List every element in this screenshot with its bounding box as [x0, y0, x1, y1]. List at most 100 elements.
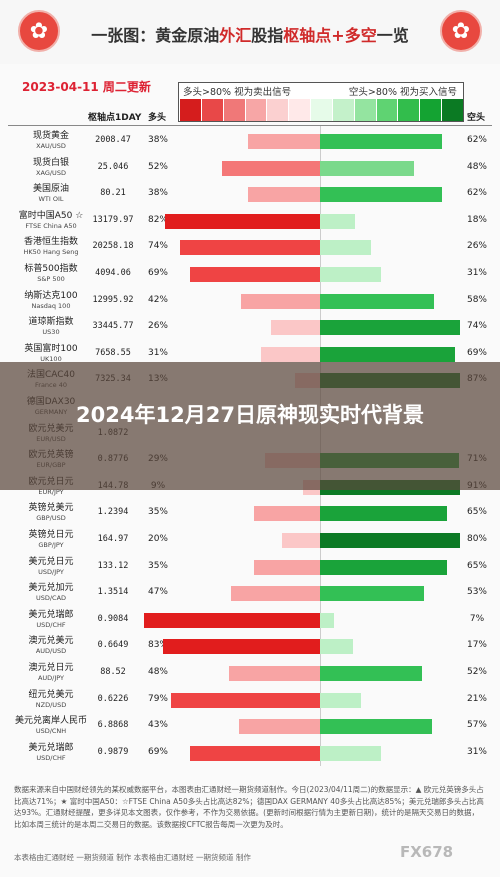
table-row: 道琼斯指数 US30 33445.77 26% 74%: [0, 316, 500, 342]
long-bar: [320, 745, 381, 761]
column-header-value: 枢轴点1DAY: [88, 113, 142, 123]
table-row: 英镑兑日元 GBP/JPY 164.97 20% 80%: [0, 529, 500, 555]
instrument-name: 美国原油 WTI OIL: [14, 184, 88, 204]
scale-swatch: [375, 99, 398, 121]
short-bar: [180, 240, 320, 256]
pivot-value: 0.9084: [97, 613, 129, 624]
long-percent: 65%: [466, 507, 487, 518]
short-percent: 83%: [147, 640, 168, 651]
watermark: FX678: [400, 843, 454, 861]
short-bar: [231, 586, 320, 602]
table-row: 英国富时100 UK100 7658.55 31% 69%: [0, 343, 500, 369]
long-bar: [320, 213, 356, 229]
short-bar: [221, 160, 320, 176]
long-bar: [320, 559, 448, 575]
long-percent: 48%: [466, 161, 487, 172]
flower-logo-icon: ✿: [440, 10, 482, 52]
pivot-value: 6.8868: [97, 720, 129, 731]
instrument-code: HK50 Hang Seng: [23, 248, 79, 257]
signal-legend: 多头>80% 视为卖出信号 空头>80% 视为买入信号: [178, 82, 464, 122]
short-percent: 43%: [147, 720, 168, 731]
instrument-cn: 美元兑瑞郎: [28, 609, 74, 620]
column-header-short: 多头: [148, 113, 167, 123]
instrument-name: 美元兑日元 USD/JPY: [14, 557, 88, 577]
long-bar: [320, 639, 354, 655]
table-row: 香港恒生指数 HK50 Hang Seng 20258.18 74% 26%: [0, 236, 500, 262]
instrument-code: XAU/USD: [36, 142, 66, 150]
long-bar: [320, 612, 334, 628]
pivot-value: 33445.77: [92, 321, 134, 332]
short-percent: 31%: [147, 347, 168, 358]
short-percent: 38%: [147, 135, 168, 145]
flower-logo-icon: ✿: [18, 10, 60, 52]
column-header-long: 空头: [467, 113, 486, 123]
pivot-value: 4094.06: [95, 268, 131, 278]
instrument-cn: 现货白银: [32, 157, 69, 168]
legend-short-label: 多头>80% 视为卖出信号: [183, 87, 292, 98]
scale-swatch: [419, 99, 442, 121]
pivot-value: 2008.47: [95, 135, 131, 145]
short-percent: 69%: [147, 268, 168, 278]
page-title: 一张图：黄金原油外汇股指枢轴点+多空一览: [91, 26, 409, 45]
instrument-cn: 现货黄金: [32, 131, 69, 141]
long-percent: 52%: [466, 667, 487, 677]
table-row: 现货黄金 XAU/USD 2008.47 38% 62%: [0, 130, 500, 156]
instrument-code: USD/CHF: [36, 753, 66, 762]
pivot-value: 1.3514: [97, 587, 129, 598]
update-date: 2023-04-11 周二更新: [22, 80, 151, 94]
long-bar: [320, 187, 442, 203]
table-row: 美元兑离岸人民币 USD/CNH 6.8868 43% 57%: [0, 715, 500, 741]
instrument-cn: 美元兑离岸人民币: [14, 716, 87, 727]
long-bar: [320, 160, 415, 176]
table-row: 澳元兑日元 AUD/JPY 88.52 48% 52%: [0, 662, 500, 688]
short-bar: [248, 187, 320, 203]
short-bar: [282, 533, 320, 548]
pivot-value: 133.12: [97, 560, 129, 571]
legend-long-label: 空头>80% 视为买入信号: [348, 87, 457, 98]
long-percent: 18%: [466, 214, 487, 225]
short-bar: [253, 559, 320, 575]
short-percent: 69%: [147, 746, 168, 757]
short-bar: [248, 134, 320, 149]
instrument-code: USD/CNH: [35, 727, 67, 736]
table-row: 美元兑瑞郎 USD/CHF 0.9879 69% 31%: [0, 742, 500, 768]
pivot-value: 25.046: [97, 161, 129, 172]
instrument-name: 香港恒生指数 HK50 Hang Seng: [14, 237, 88, 257]
scale-swatch: [244, 99, 267, 121]
instrument-cn: 澳元兑美元: [28, 636, 74, 647]
instrument-cn: 富时中国A50 ☆: [18, 210, 84, 221]
long-percent: 58%: [466, 294, 487, 305]
short-percent: 26%: [147, 321, 168, 332]
table-row: 纳斯达克100 Nasdaq 100 12995.92 42% 58%: [0, 290, 500, 316]
instrument-code: AUD/JPY: [37, 674, 65, 682]
instrument-name: 标普500指数 S&P 500: [14, 264, 88, 284]
short-bar: [270, 320, 320, 336]
scale-swatch: [441, 99, 463, 121]
long-bar: [320, 134, 442, 149]
short-bar: [163, 639, 320, 655]
long-percent: 21%: [466, 693, 487, 704]
instrument-code: XAG/USD: [36, 168, 66, 177]
short-bar: [189, 267, 320, 282]
short-percent: 35%: [147, 507, 168, 518]
instrument-cn: 美国原油: [32, 184, 69, 195]
instrument-code: EUR/JPY: [38, 487, 64, 496]
overlay-banner: [0, 362, 500, 490]
long-bar: [320, 320, 460, 336]
pivot-value: 13179.97: [92, 214, 134, 225]
short-percent: 42%: [147, 294, 168, 305]
long-percent: 80%: [466, 534, 487, 544]
table-row: 美元兑加元 USD/CAD 1.3514 47% 53%: [0, 582, 500, 608]
instrument-cn: 英镑兑美元: [28, 503, 74, 514]
short-percent: 79%: [147, 693, 168, 704]
short-bar: [165, 213, 320, 229]
instrument-code: NZD/USD: [35, 700, 67, 709]
long-bar: [320, 692, 362, 708]
long-bar: [320, 533, 460, 548]
short-bar: [261, 346, 320, 362]
short-percent: 38%: [147, 188, 168, 199]
instrument-name: 英镑兑美元 GBP/USD: [14, 503, 88, 523]
long-bar: [320, 267, 381, 282]
